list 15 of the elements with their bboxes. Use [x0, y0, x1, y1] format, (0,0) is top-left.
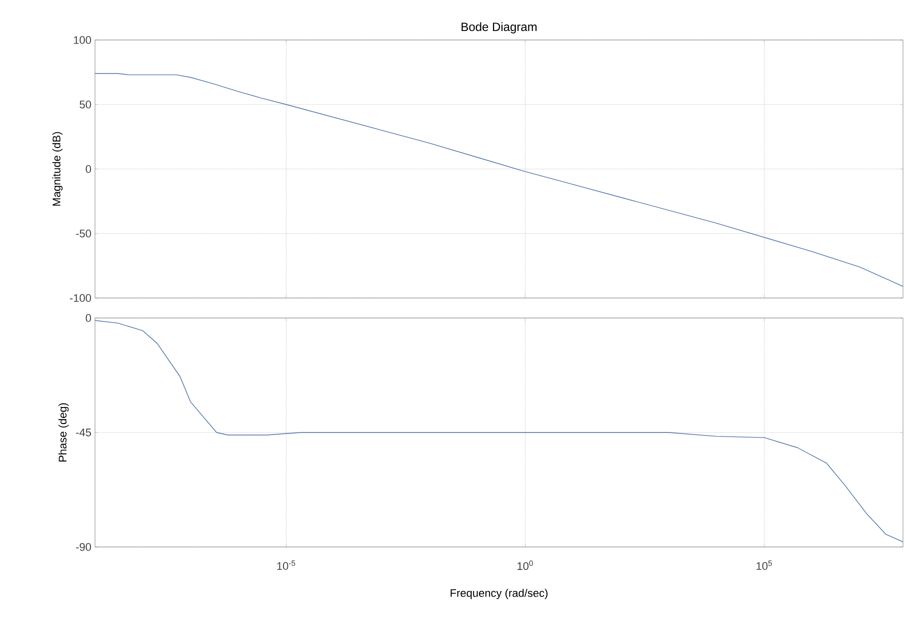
- x-tick-label: 10$^{-5}$: [277, 560, 296, 570]
- x-axis-title: Frequency (rad/sec): [450, 588, 548, 600]
- y-tick-label: 100: [74, 36, 92, 44]
- x-tick-label: 10$^{5}$: [756, 560, 772, 570]
- y-tick-label: 50: [80, 100, 92, 108]
- x-tick-label: 10$^{0}$: [518, 560, 533, 570]
- y-tick-label: 0: [86, 165, 92, 173]
- y-tick-label: -45: [76, 428, 91, 436]
- y-axis-title: Phase (deg): [58, 403, 69, 462]
- y-tick-label: -50: [76, 230, 92, 238]
- y-tick-label: -100: [70, 294, 92, 302]
- y-axis-title: Magnitude (dB): [52, 132, 63, 206]
- y-tick-label: 0: [86, 314, 92, 322]
- chart-title: Bode Diagram: [462, 22, 537, 34]
- y-tick-label: -90: [76, 543, 92, 551]
